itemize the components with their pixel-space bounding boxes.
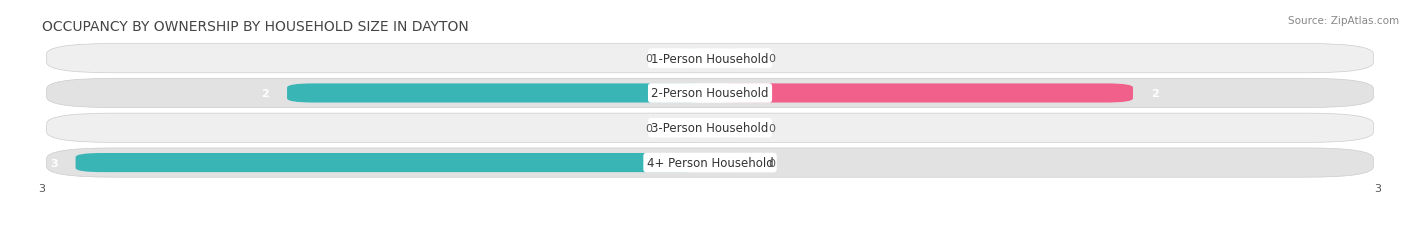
Text: 0: 0 <box>645 54 652 64</box>
Text: Source: ZipAtlas.com: Source: ZipAtlas.com <box>1288 16 1399 26</box>
Text: 2: 2 <box>1150 88 1159 99</box>
Text: 4+ Person Household: 4+ Person Household <box>647 156 773 169</box>
FancyBboxPatch shape <box>710 153 751 172</box>
FancyBboxPatch shape <box>46 114 1374 143</box>
Text: OCCUPANCY BY OWNERSHIP BY HOUSEHOLD SIZE IN DAYTON: OCCUPANCY BY OWNERSHIP BY HOUSEHOLD SIZE… <box>42 20 470 33</box>
Legend: Owner-occupied, Renter-occupied: Owner-occupied, Renter-occupied <box>593 228 827 231</box>
Text: 2-Person Household: 2-Person Household <box>651 87 769 100</box>
FancyBboxPatch shape <box>669 49 710 68</box>
FancyBboxPatch shape <box>46 148 1374 177</box>
Text: 0: 0 <box>768 158 775 168</box>
FancyBboxPatch shape <box>76 153 710 172</box>
Text: 0: 0 <box>645 123 652 133</box>
Text: 0: 0 <box>768 54 775 64</box>
FancyBboxPatch shape <box>710 119 751 138</box>
Text: 0: 0 <box>768 123 775 133</box>
Text: 2: 2 <box>262 88 270 99</box>
FancyBboxPatch shape <box>46 79 1374 108</box>
FancyBboxPatch shape <box>710 49 751 68</box>
Text: 3-Person Household: 3-Person Household <box>651 122 769 135</box>
Text: 3: 3 <box>51 158 58 168</box>
FancyBboxPatch shape <box>710 84 1133 103</box>
FancyBboxPatch shape <box>287 84 710 103</box>
FancyBboxPatch shape <box>46 44 1374 73</box>
Text: 1-Person Household: 1-Person Household <box>651 52 769 65</box>
FancyBboxPatch shape <box>669 119 710 138</box>
